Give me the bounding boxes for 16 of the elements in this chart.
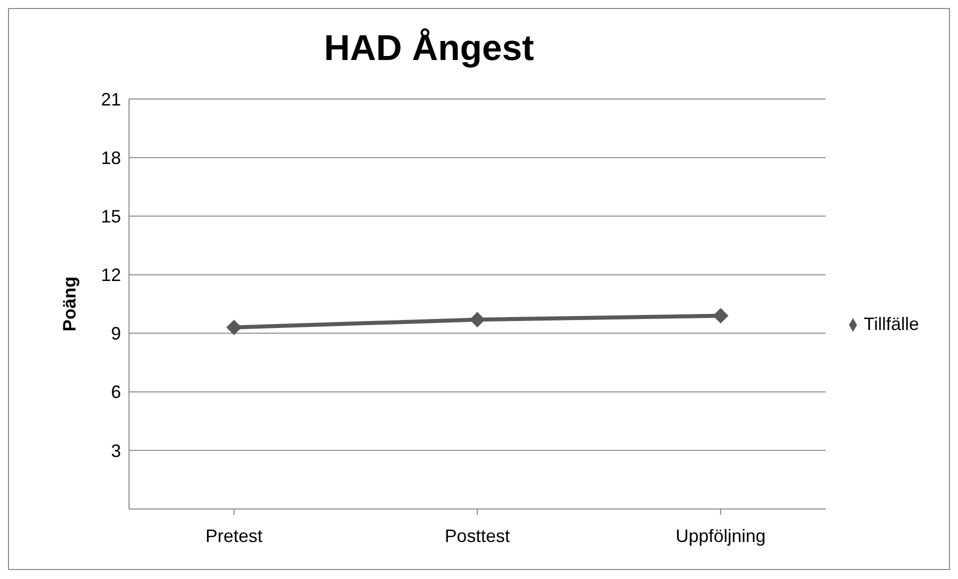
y-tick-label: 12 <box>100 265 121 286</box>
y-tick-label: 3 <box>110 440 121 461</box>
point <box>713 308 728 324</box>
y-tick-label: 15 <box>100 206 121 227</box>
point <box>226 320 242 335</box>
legend-label: Tillfälle <box>864 314 919 334</box>
y-tick-label: 18 <box>100 148 121 168</box>
x-tick-label: Uppföljning <box>676 526 766 546</box>
y-tick-label: 21 <box>100 89 121 110</box>
point <box>470 312 485 328</box>
y-axis-title: Poäng <box>59 276 80 332</box>
x-tick-label: Posttest <box>444 526 510 546</box>
chart-title: HAD Ångest <box>322 26 535 70</box>
y-tick-label: 6 <box>110 382 121 402</box>
y-tick-label: 9 <box>110 324 121 344</box>
x-tick-label: Pretest <box>205 526 263 546</box>
